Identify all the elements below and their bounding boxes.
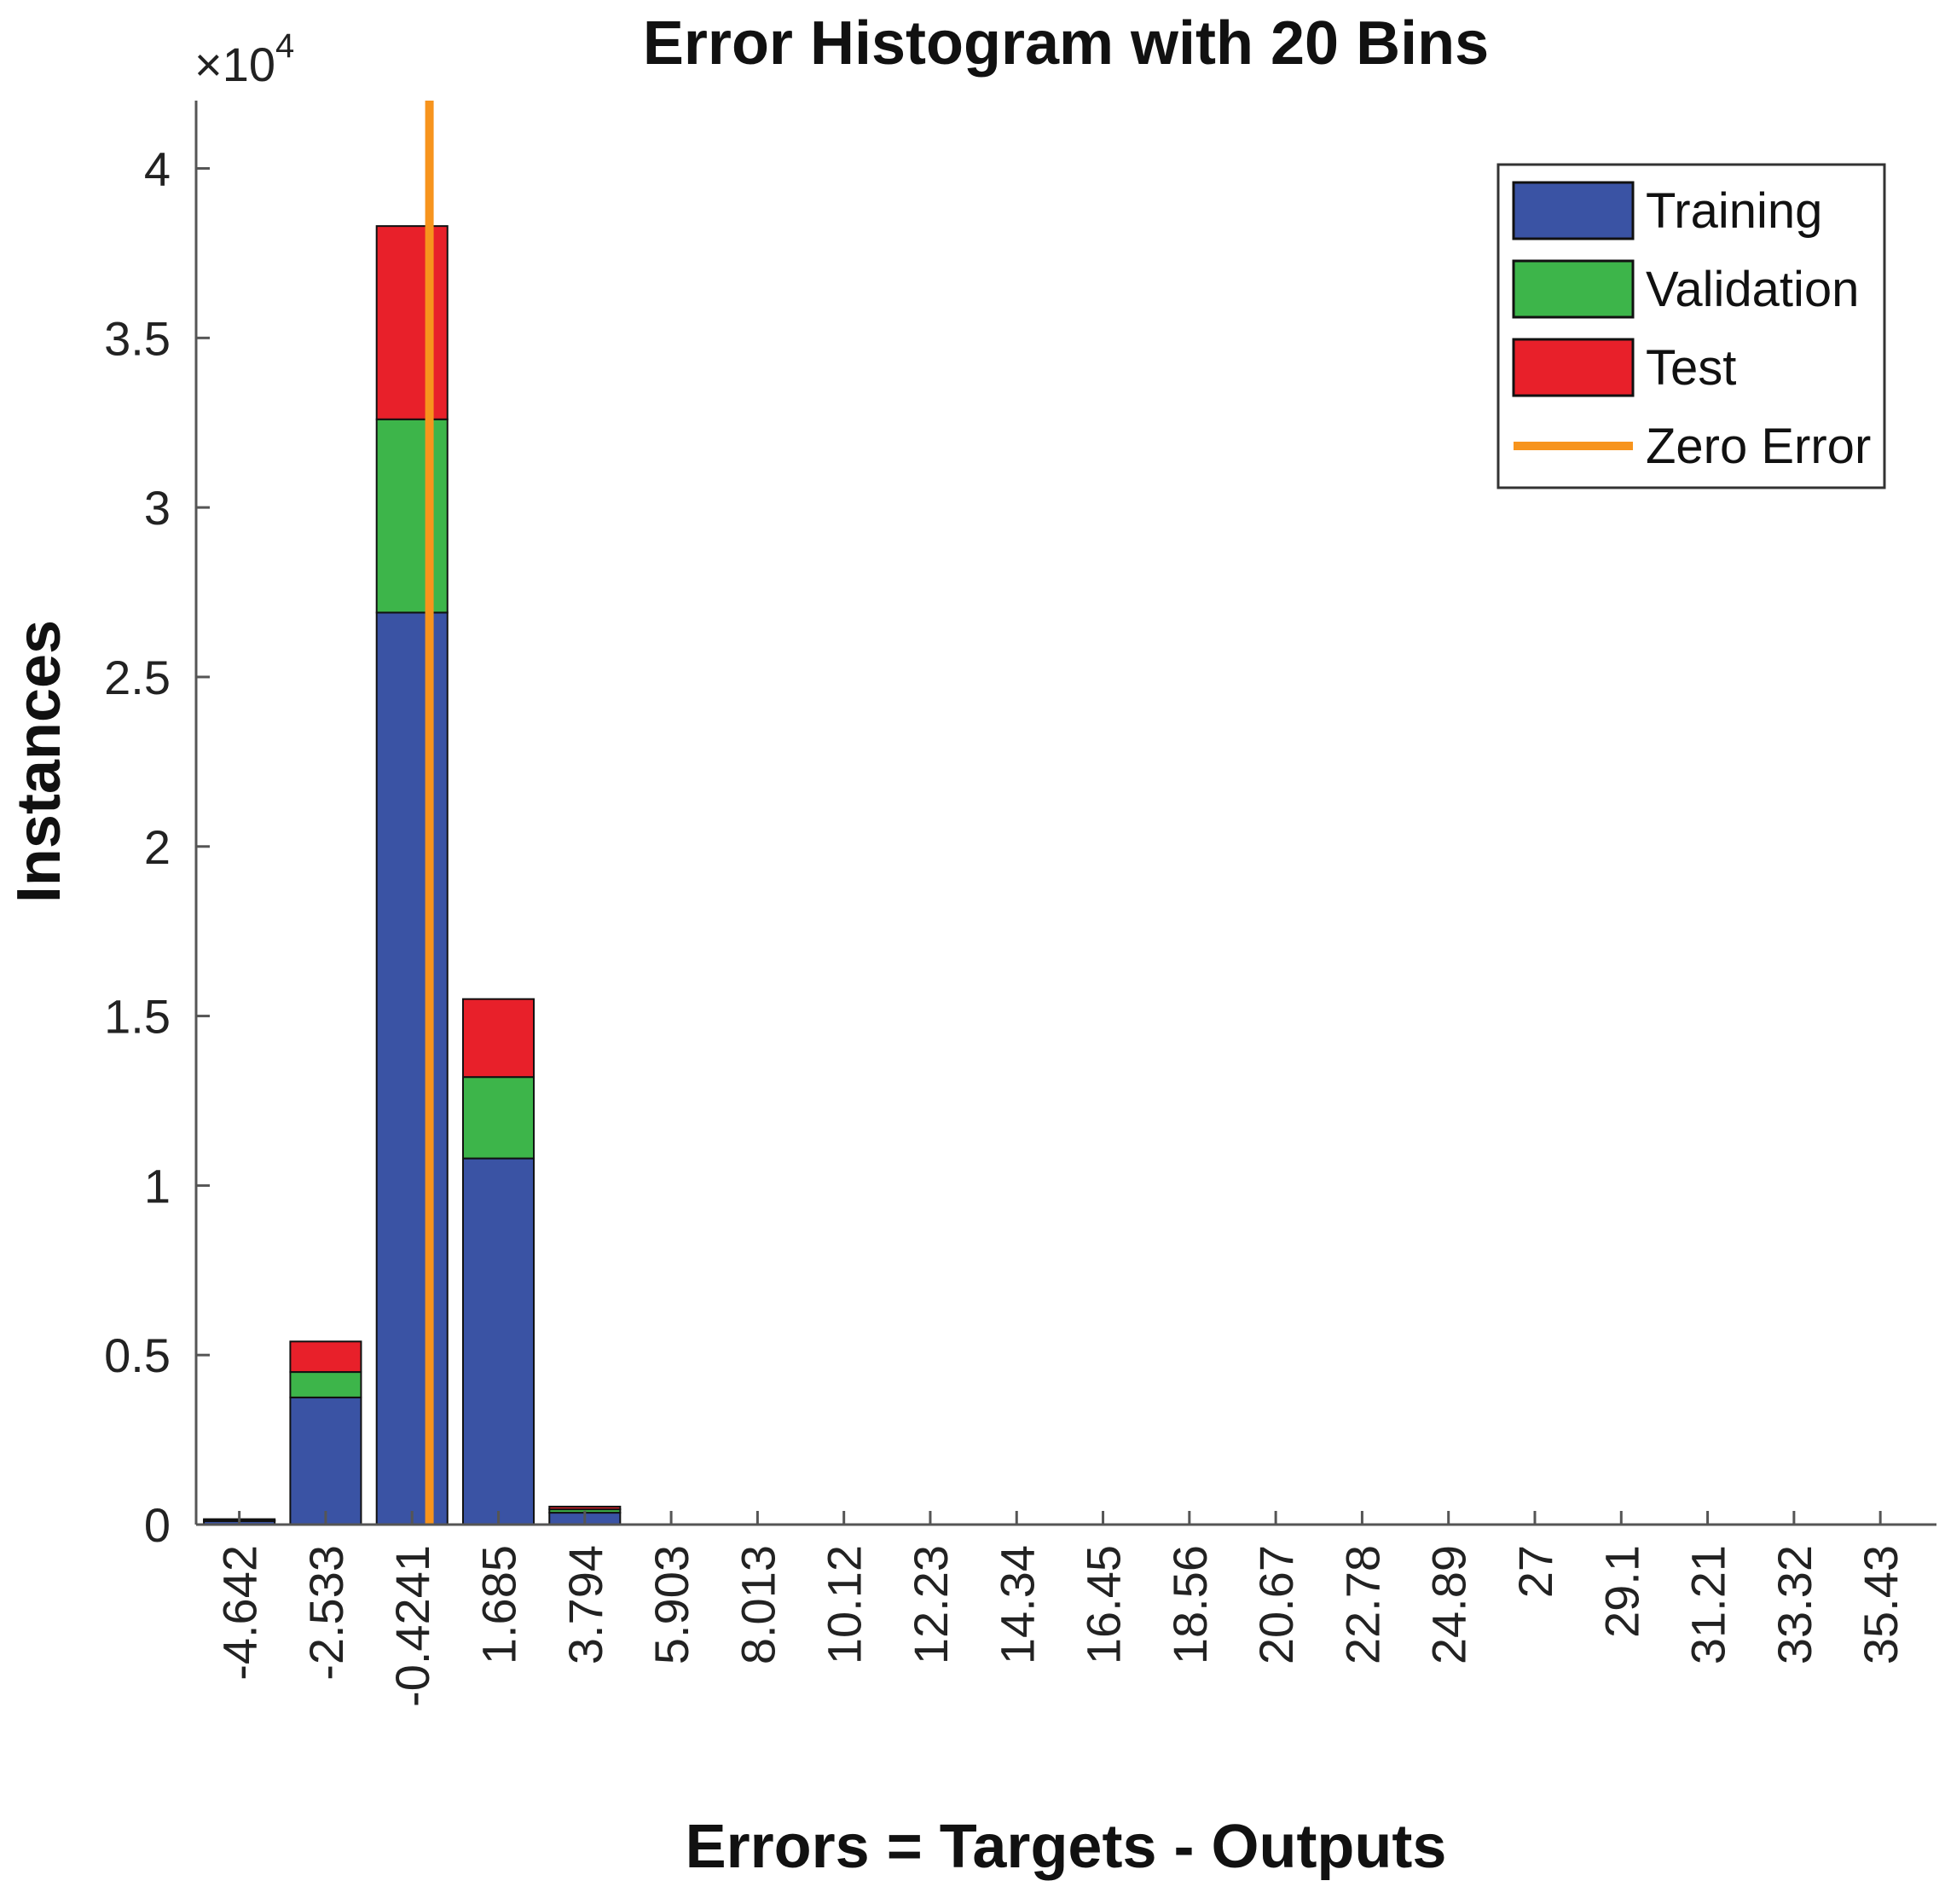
legend-swatch-validation	[1512, 259, 1635, 319]
y-tick-label: 2	[144, 820, 171, 874]
bars-group	[203, 225, 622, 1526]
bar-training-1	[289, 1396, 362, 1525]
y-exponent-base: ×10	[194, 38, 275, 91]
y-tick-label: 1.5	[104, 990, 171, 1044]
x-tick-label: 10.12	[818, 1545, 871, 1664]
bar-validation-3	[461, 1076, 535, 1160]
x-axis-label: Errors = Targets - Outputs	[686, 1813, 1447, 1881]
y-tick-label: 4	[144, 142, 171, 196]
svg-text:×104: ×104	[194, 27, 294, 91]
x-tick-label: 14.34	[990, 1545, 1044, 1664]
x-tick-label: -0.4241	[385, 1545, 439, 1707]
x-tick-label: 18.56	[1163, 1545, 1217, 1664]
x-tick-label: -2.533	[299, 1545, 353, 1681]
bar-validation-1	[289, 1371, 362, 1398]
x-tick-label: 16.45	[1077, 1545, 1131, 1664]
x-tick-label: 5.903	[645, 1545, 698, 1664]
x-ticks-group: -4.642 -2.533 -0.4241 1.685 3.794 5.903 8.013 1…	[213, 1511, 1907, 1707]
x-tick-label: 27	[1508, 1545, 1562, 1598]
y-tick-label: 1	[144, 1159, 171, 1212]
y-exponent-label: ×104	[194, 27, 294, 91]
y-ticks-group: 0 0.5 1 1.5 2 2.5 3 3.5 4	[104, 142, 210, 1552]
legend-label-training: Training	[1646, 183, 1822, 239]
x-tick-label: 31.21	[1682, 1545, 1735, 1664]
y-exponent-power: 4	[275, 27, 294, 65]
x-tick-label: 1.685	[472, 1545, 526, 1664]
y-axis-label: Instances	[5, 620, 73, 903]
bar-test-3	[461, 998, 535, 1079]
bar-test-2	[375, 225, 449, 420]
legend-label-test: Test	[1646, 340, 1736, 396]
y-tick-label: 3	[144, 481, 171, 535]
y-tick-label: 2.5	[104, 651, 171, 704]
chart-title: Error Histogram with 20 Bins	[643, 9, 1489, 78]
x-tick-label: 29.1	[1595, 1545, 1648, 1638]
y-tick-label: 3.5	[104, 311, 171, 365]
bar-test-4	[548, 1505, 622, 1511]
x-tick-label: 8.013	[731, 1545, 784, 1664]
bar-training-2	[375, 611, 449, 1525]
legend: Training Validation Test Zero Error	[1496, 163, 1886, 489]
x-tick-label: 12.23	[904, 1545, 958, 1664]
bar-test-1	[289, 1340, 362, 1374]
legend-swatch-training	[1512, 181, 1635, 240]
x-tick-label: 33.32	[1768, 1545, 1821, 1664]
legend-swatch-test	[1512, 338, 1635, 397]
bar-validation-2	[375, 418, 449, 614]
legend-label-validation: Validation	[1646, 262, 1859, 317]
y-tick-label: 0.5	[104, 1328, 171, 1382]
legend-label-zero-error: Zero Error	[1646, 419, 1871, 474]
y-tick-label: 0	[144, 1498, 171, 1552]
x-tick-label: -4.642	[213, 1545, 267, 1681]
x-tick-label: 20.67	[1249, 1545, 1303, 1664]
x-tick-label: 3.794	[559, 1545, 612, 1664]
x-tick-label: 35.43	[1854, 1545, 1907, 1664]
x-tick-label: 22.78	[1335, 1545, 1389, 1664]
bar-training-3	[461, 1157, 535, 1525]
x-tick-label: 24.89	[1422, 1545, 1476, 1664]
